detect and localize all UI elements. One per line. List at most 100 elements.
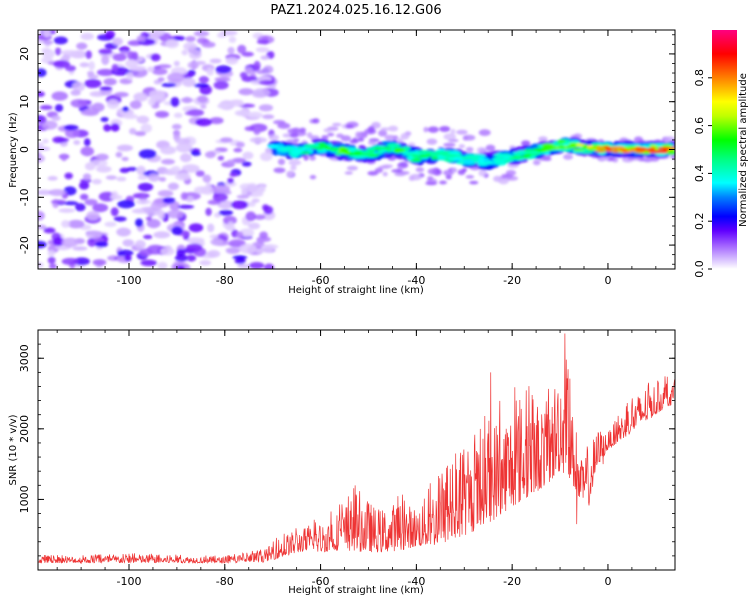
- noise-blob: [225, 57, 239, 65]
- noise-blob: [129, 100, 142, 110]
- noise-blob: [79, 193, 89, 201]
- noise-blob: [209, 234, 219, 239]
- signal-blob: [290, 153, 299, 158]
- signal-blob: [477, 159, 485, 164]
- noise-blob: [88, 60, 95, 71]
- noise-blob: [85, 50, 92, 60]
- noise-blob: [113, 216, 127, 222]
- signal-blob: [324, 146, 333, 151]
- noise-blob: [157, 190, 174, 197]
- spectrogram-x-tick-label: -80: [216, 274, 234, 287]
- noise-blob: [231, 200, 249, 210]
- spectrogram-y-axis-label: Frequency (Hz): [8, 112, 19, 188]
- spectrogram-y-tick-label: 20: [18, 47, 31, 61]
- signal-blob: [411, 154, 420, 158]
- halo-blob: [469, 180, 479, 185]
- noise-blob: [260, 152, 273, 162]
- noise-blob: [38, 240, 47, 249]
- noise-blob: [153, 231, 171, 239]
- noise-blob: [122, 113, 139, 120]
- noise-blob: [98, 48, 113, 55]
- noise-blob: [253, 214, 266, 220]
- signal-blob: [595, 149, 607, 153]
- noise-blob: [166, 209, 184, 219]
- noise-blob: [63, 124, 79, 131]
- noise-blob: [182, 77, 196, 88]
- noise-blob: [173, 35, 186, 41]
- signal-blob: [352, 152, 362, 156]
- noise-blob: [181, 164, 200, 173]
- noise-blob: [263, 263, 275, 269]
- noise-blob: [129, 128, 137, 135]
- halo-blob: [501, 173, 507, 179]
- spectrogram-x-tick-label: -40: [407, 274, 425, 287]
- halo-blob: [367, 140, 376, 145]
- noise-blob: [218, 209, 234, 216]
- noise-blob: [136, 115, 150, 124]
- noise-blob: [233, 147, 243, 153]
- signal-blob: [625, 152, 635, 158]
- halo-blob: [286, 170, 294, 177]
- noise-blob: [111, 63, 119, 72]
- halo-blob: [425, 181, 438, 186]
- noise-blob: [241, 161, 252, 167]
- noise-blob: [117, 249, 134, 257]
- noise-blob: [145, 216, 152, 221]
- signal-blob: [522, 154, 532, 158]
- snr-x-tick-label: -60: [312, 575, 330, 588]
- noise-blob: [171, 165, 181, 173]
- snr-series-line: [38, 333, 675, 565]
- noise-blob: [38, 91, 45, 97]
- noise-blob: [53, 36, 68, 45]
- noise-blob: [96, 68, 115, 77]
- halo-blob: [542, 156, 552, 162]
- noise-blob: [256, 237, 265, 244]
- signal-blob: [595, 145, 605, 150]
- noise-blob: [79, 62, 90, 68]
- noise-blob: [246, 184, 259, 193]
- noise-blob: [58, 208, 75, 213]
- noise-blob: [199, 260, 212, 266]
- signal-blob: [417, 150, 431, 154]
- colorbar-tick-label: 0.4: [693, 165, 706, 183]
- noise-blob: [121, 156, 129, 162]
- noise-blob: [217, 155, 225, 161]
- signal-blob: [330, 147, 339, 152]
- halo-blob: [377, 129, 388, 137]
- halo-blob: [671, 154, 675, 159]
- noise-blob: [82, 173, 92, 181]
- noise-blob: [38, 68, 47, 77]
- noise-blob: [143, 234, 153, 240]
- noise-blob: [193, 30, 210, 37]
- halo-blob: [289, 133, 299, 138]
- noise-blob: [61, 257, 79, 266]
- noise-blob: [127, 51, 135, 60]
- noise-blob: [92, 203, 109, 213]
- signal-blob: [386, 143, 399, 148]
- noise-blob: [225, 247, 240, 255]
- noise-blob: [195, 170, 205, 177]
- signal-blob: [449, 150, 461, 156]
- noise-blob: [86, 210, 100, 221]
- noise-blob: [137, 182, 154, 192]
- noise-blob: [48, 189, 67, 196]
- noise-blob: [48, 263, 57, 269]
- noise-blob: [148, 89, 166, 100]
- halo-blob: [288, 159, 302, 166]
- spectrogram-x-tick-label: -60: [312, 274, 330, 287]
- signal-blob: [647, 147, 656, 151]
- noise-blob: [258, 185, 266, 193]
- noise-blob: [184, 110, 199, 116]
- halo-blob: [384, 134, 396, 141]
- noise-blob: [258, 80, 275, 86]
- snr-x-axis-label: Height of straight line (km): [288, 585, 424, 596]
- noise-blob: [60, 49, 78, 55]
- noise-blob: [136, 165, 146, 176]
- halo-blob: [323, 128, 332, 133]
- colorbar: 0.0 0.2 0.4 0.6 0.8 Normalized spectral ampl…: [693, 30, 749, 278]
- noise-blob: [253, 60, 261, 71]
- halo-blob: [445, 174, 452, 180]
- noise-blob: [148, 97, 156, 106]
- noise-blob: [209, 58, 222, 64]
- noise-blob: [205, 207, 212, 217]
